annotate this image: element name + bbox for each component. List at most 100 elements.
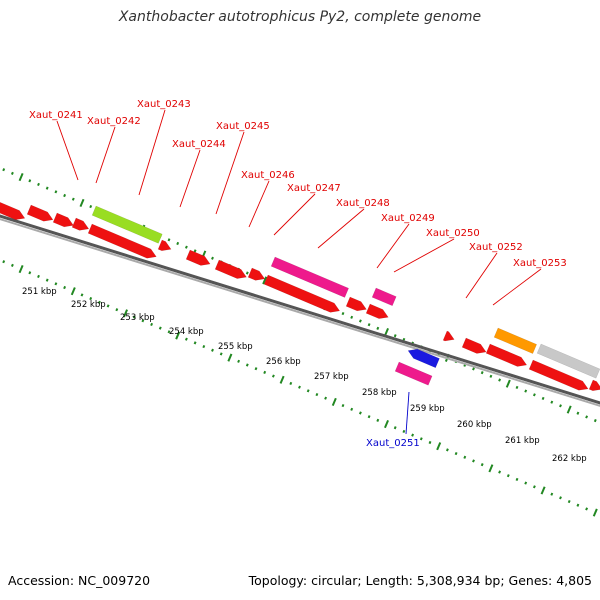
gene-label[interactable]: Xaut_0247	[287, 183, 341, 194]
outer-ruler-tick	[193, 249, 197, 253]
gene-label-leader	[492, 268, 542, 306]
gene-feature[interactable]	[270, 256, 349, 298]
gene-label[interactable]: Xaut_0246	[241, 170, 295, 181]
inner-ruler-tick	[592, 508, 598, 517]
inner-ruler-tick	[254, 367, 258, 371]
gene-label[interactable]: Xaut_0250	[426, 228, 480, 239]
inner-ruler-tick	[150, 322, 154, 327]
inner-ruler-tick	[384, 419, 389, 429]
outer-ruler-tick	[28, 179, 32, 183]
gene-label-leader	[179, 149, 201, 208]
outer-ruler-tick	[262, 276, 268, 285]
gene-feature[interactable]	[371, 287, 397, 307]
gene-label[interactable]: Xaut_0242	[87, 116, 141, 127]
inner-ruler-tick	[97, 300, 101, 304]
genome-backbone-shadow	[0, 218, 600, 407]
scale-tick-label: 251 kbp	[22, 287, 57, 297]
outer-ruler-tick	[350, 315, 354, 319]
gene-feature[interactable]	[26, 204, 54, 222]
gene-feature[interactable]	[528, 359, 589, 391]
outer-ruler-tick	[2, 168, 6, 172]
gene-feature[interactable]	[461, 337, 487, 354]
gene-label[interactable]: Xaut_0252	[469, 242, 523, 253]
inner-ruler-tick	[454, 451, 458, 456]
gene-label-leader	[56, 120, 79, 181]
inner-ruler-tick	[488, 464, 494, 473]
outer-ruler-tick	[480, 371, 484, 375]
gene-feature[interactable]	[365, 303, 389, 319]
inner-ruler-tick	[341, 404, 345, 408]
inner-ruler-tick	[463, 455, 467, 459]
scale-tick-label: 252 kbp	[71, 300, 106, 310]
gene-feature[interactable]	[71, 217, 90, 231]
inner-ruler-tick	[271, 374, 275, 378]
outer-ruler-tick	[472, 367, 475, 371]
gene-label[interactable]: Xaut_0248	[336, 198, 390, 209]
outer-ruler-tick	[79, 198, 85, 207]
gene-label[interactable]: Xaut_0243	[137, 99, 191, 110]
gene-feature[interactable]	[588, 379, 600, 392]
scale-tick-label: 256 kbp	[266, 357, 301, 367]
inner-ruler-tick	[10, 263, 14, 267]
outer-ruler-tick	[576, 411, 580, 415]
inner-ruler-tick	[445, 448, 449, 452]
gene-feature[interactable]	[485, 343, 528, 367]
gene-label[interactable]: Xaut_0241	[29, 110, 83, 121]
scale-tick-label: 257 kbp	[314, 372, 349, 382]
map-title: Xanthobacter autotrophicus Py2, complete…	[118, 9, 482, 25]
inner-ruler-tick	[237, 359, 241, 363]
gene-feature[interactable]	[87, 223, 157, 259]
inner-ruler-tick	[576, 503, 580, 507]
gene-feature[interactable]	[91, 205, 163, 244]
gene-feature[interactable]	[214, 259, 247, 279]
outer-ruler-tick	[559, 404, 562, 408]
gene-feature[interactable]	[247, 267, 266, 281]
gene-feature[interactable]	[345, 296, 367, 312]
inner-ruler-tick	[376, 418, 380, 422]
gene-label-leader	[465, 252, 498, 299]
gene-label[interactable]: Xaut_0244	[172, 139, 226, 150]
scale-tick-label: 259 kbp	[410, 404, 445, 414]
inner-ruler-tick	[167, 330, 171, 334]
inner-ruler-tick	[184, 337, 188, 341]
outer-ruler-tick	[45, 186, 49, 190]
gene-label[interactable]: Xaut_0249	[381, 213, 435, 224]
outer-ruler-tick	[505, 379, 511, 388]
gene-label[interactable]: Xaut_0253	[513, 258, 567, 269]
gene-feature[interactable]	[493, 327, 537, 354]
gene-feature[interactable]	[157, 239, 172, 252]
inner-ruler-tick	[506, 474, 510, 478]
gene-label-leader	[376, 223, 410, 269]
inner-ruler-tick	[532, 485, 536, 489]
gene-label[interactable]: Xaut_0245	[216, 121, 270, 132]
accession-label: Accession: NC_009720	[8, 573, 151, 588]
outer-ruler-tick	[524, 389, 528, 393]
gene-label-leader	[273, 193, 316, 236]
inner-ruler-tick	[498, 470, 502, 474]
gene-feature[interactable]	[442, 330, 455, 342]
outer-ruler-tick	[341, 312, 345, 316]
outer-ruler-tick	[71, 197, 75, 201]
outer-ruler-tick	[37, 182, 40, 187]
inner-ruler-tick	[324, 396, 328, 400]
inner-ruler-tick	[315, 392, 319, 397]
gene-label-leader	[138, 109, 166, 196]
inner-ruler-tick	[402, 429, 406, 434]
inner-ruler-tick	[480, 463, 484, 467]
inner-ruler-tick	[411, 433, 415, 437]
outer-ruler-tick	[358, 319, 362, 323]
gene-feature[interactable]	[407, 348, 440, 369]
gene-feature[interactable]	[263, 274, 341, 313]
gene-feature[interactable]	[52, 212, 74, 228]
outer-ruler-tick	[566, 405, 572, 414]
gene-feature[interactable]	[185, 249, 211, 266]
gene-feature[interactable]	[536, 343, 600, 379]
outer-ruler-tick	[384, 327, 389, 337]
gene-feature[interactable]	[394, 361, 433, 386]
gene-label-leader	[95, 126, 116, 184]
outer-ruler-tick	[176, 241, 180, 246]
gene-label-leader	[317, 208, 365, 249]
gene-label[interactable]: Xaut_0251	[366, 438, 420, 449]
gene-feature[interactable]	[0, 198, 26, 220]
